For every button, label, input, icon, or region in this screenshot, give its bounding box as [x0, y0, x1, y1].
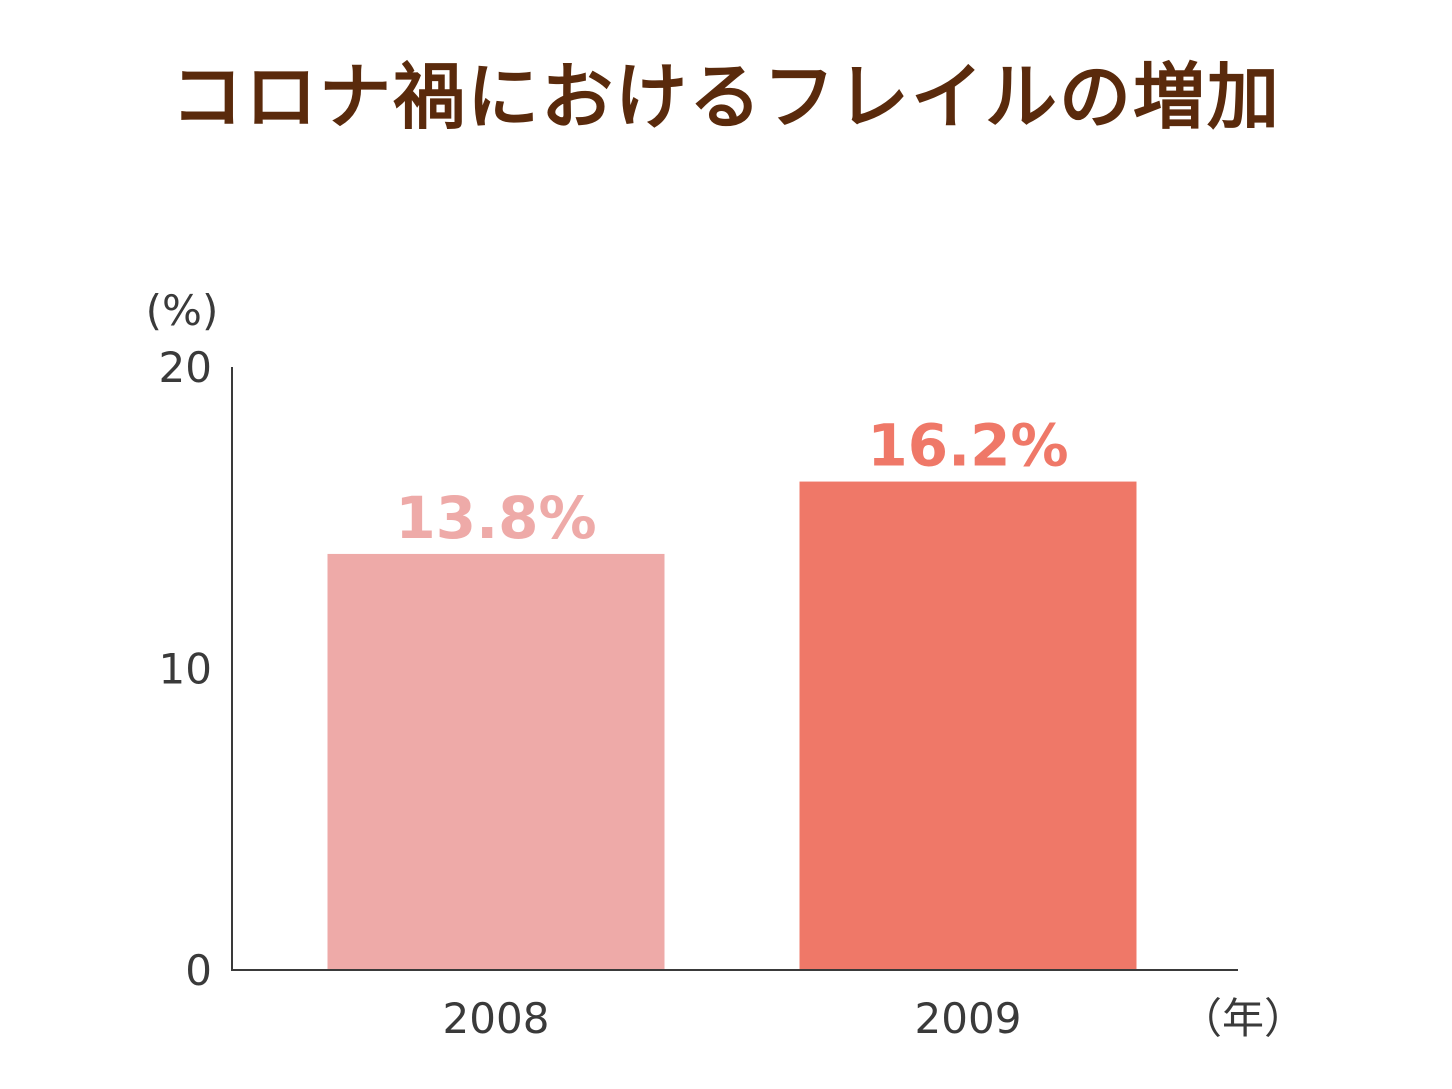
y-tick-label: 10 — [159, 645, 212, 694]
x-tick-label-2009: 2009 — [915, 994, 1022, 1043]
bars-group — [327, 481, 1137, 970]
bar-2009 — [799, 481, 1137, 970]
bar-value-label-2009: 16.2% — [867, 412, 1068, 480]
bar-2008 — [327, 553, 665, 970]
y-axis-unit-label: (%) — [146, 286, 219, 335]
value-labels-group: 13.8% 16.2% — [395, 412, 1068, 552]
y-tick-labels-group: 0 10 20 — [159, 343, 212, 995]
bar-value-label-2008: 13.8% — [395, 484, 596, 552]
x-tick-label-2008: 2008 — [443, 994, 550, 1043]
chart-title: コロナ禍におけるフレイルの増加 — [170, 55, 1281, 139]
x-tick-labels-group: 2008 2009 — [443, 994, 1022, 1043]
y-tick-label: 0 — [185, 946, 212, 995]
x-axis-unit-label: （年） — [1180, 994, 1306, 1043]
y-tick-label: 20 — [159, 343, 212, 392]
